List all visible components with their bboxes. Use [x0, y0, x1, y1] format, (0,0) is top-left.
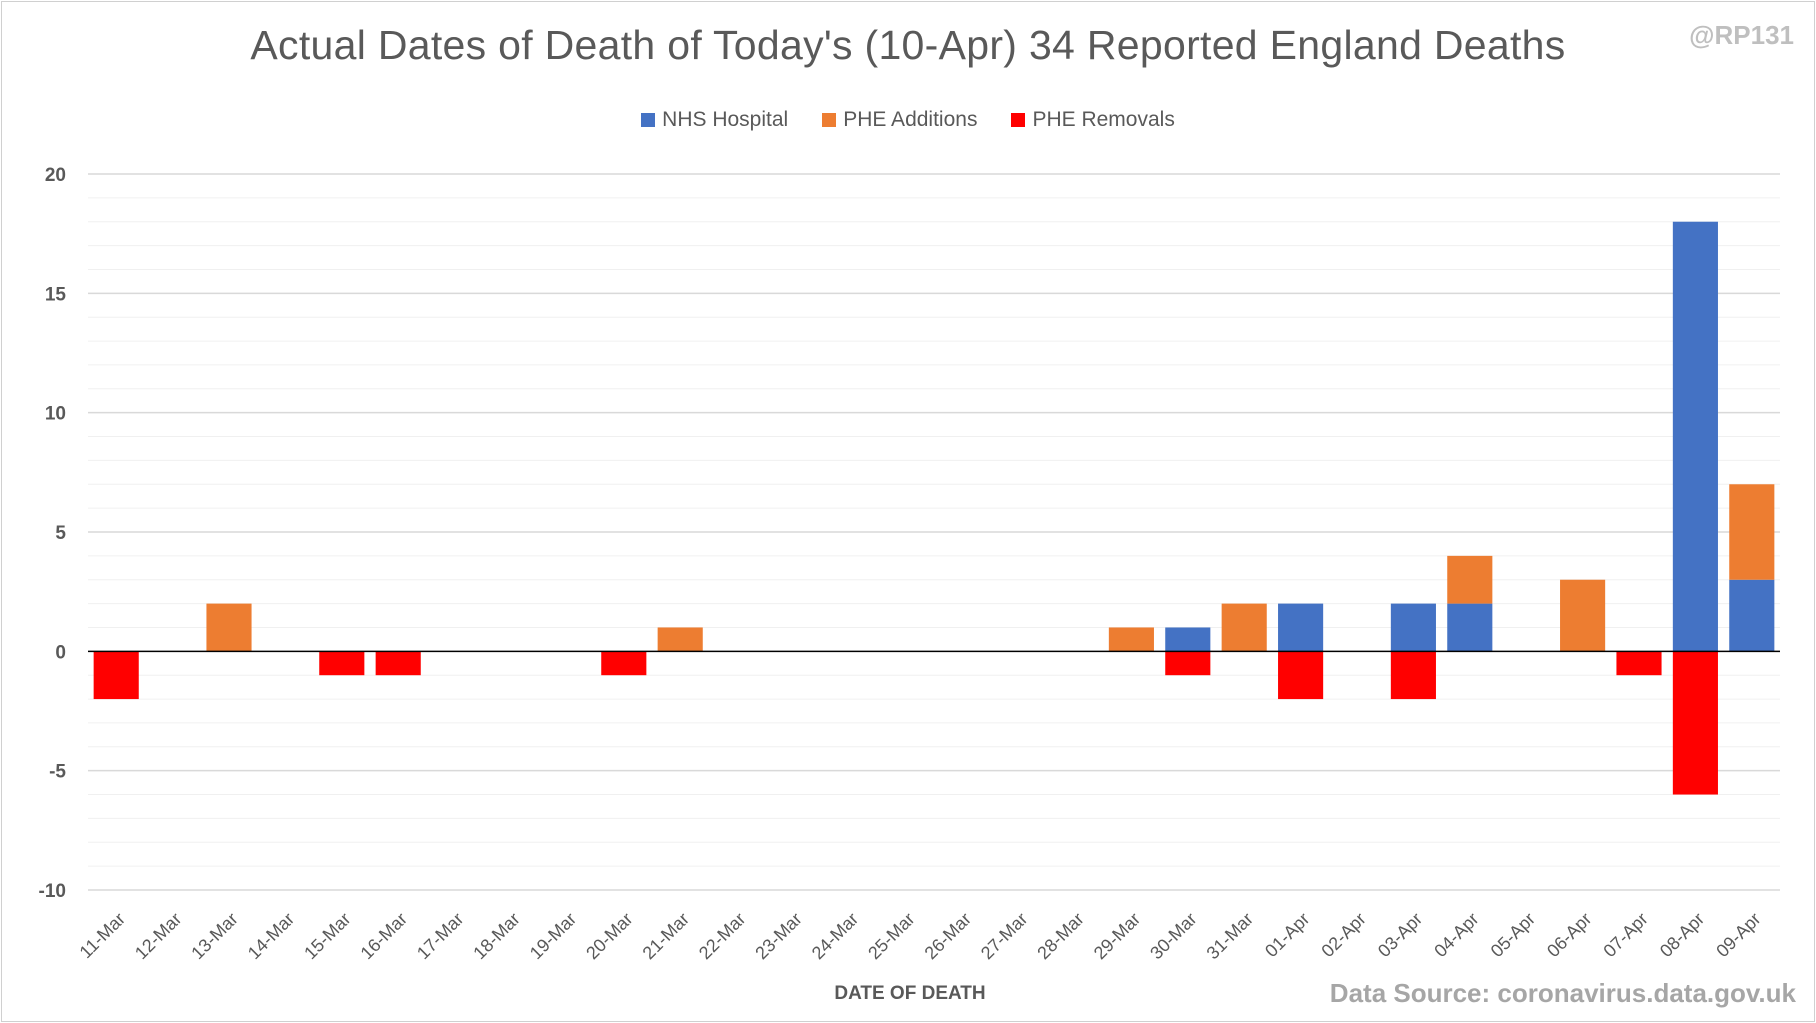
y-tick-label: 0 [55, 642, 66, 663]
x-tick-label: 05-Apr [1487, 909, 1539, 961]
bar-phe-additions-31-mar [1221, 603, 1267, 652]
x-tick-label: 29-Mar [1090, 909, 1144, 963]
legend: NHS Hospital PHE Additions PHE Removals [0, 108, 1816, 132]
x-tick-label: 09-Apr [1712, 909, 1764, 961]
x-tick-label: 21-Mar [639, 909, 693, 963]
bar-phe-removals-16-mar [375, 651, 421, 676]
x-tick-label: 13-Mar [187, 909, 241, 963]
legend-swatch-nhs-hospital [641, 113, 656, 127]
bar-phe-removals-07-apr [1616, 651, 1662, 676]
bar-phe-removals-20-mar [601, 651, 647, 676]
legend-item-nhs-hospital: NHS Hospital [641, 108, 788, 132]
bar-phe-removals-01-apr [1278, 651, 1324, 700]
legend-item-phe-removals: PHE Removals [1011, 108, 1175, 132]
x-tick-label: 14-Mar [244, 909, 298, 963]
x-tick-label: 20-Mar [582, 909, 636, 963]
y-tick-label: -10 [39, 881, 66, 902]
x-tick-label: 22-Mar [695, 909, 749, 963]
x-tick-label: 27-Mar [977, 909, 1031, 963]
bar-phe-additions-04-apr [1447, 555, 1493, 604]
bar-nhs-hospital-30-mar [1165, 627, 1211, 652]
legend-item-phe-additions: PHE Additions [822, 108, 977, 132]
legend-label-nhs-hospital: NHS Hospital [662, 108, 789, 131]
bar-phe-removals-03-apr [1390, 651, 1436, 700]
x-tick-label: 25-Mar [864, 909, 918, 963]
x-tick-label: 04-Apr [1430, 909, 1482, 961]
y-tick-label: 20 [45, 165, 66, 186]
bar-phe-additions-09-apr [1729, 484, 1775, 580]
y-tick-label: -5 [49, 762, 66, 783]
bar-phe-removals-15-mar [319, 651, 365, 676]
bar-phe-removals-30-mar [1165, 651, 1211, 676]
x-tick-label: 19-Mar [526, 909, 580, 963]
y-tick-label: 10 [45, 404, 66, 425]
watermark: @RP131 [1689, 20, 1794, 50]
x-tick-label: 02-Apr [1317, 909, 1369, 961]
y-tick-label: 5 [55, 523, 66, 544]
legend-label-phe-additions: PHE Additions [843, 108, 978, 131]
x-tick-label: 06-Apr [1543, 909, 1595, 961]
chart-title: Actual Dates of Death of Today's (10-Apr… [250, 22, 1566, 68]
bar-phe-additions-29-mar [1108, 627, 1154, 652]
x-tick-label: 12-Mar [131, 909, 185, 963]
legend-swatch-phe-removals [1011, 113, 1026, 127]
x-tick-label: 31-Mar [1203, 909, 1257, 963]
x-tick-label: 08-Apr [1656, 909, 1708, 961]
x-tick-label: 03-Apr [1374, 909, 1426, 961]
y-tick-label: 15 [45, 284, 67, 305]
x-tick-label: 15-Mar [300, 909, 354, 963]
data-source-note: Data Source: coronavirus.data.gov.uk [1329, 978, 1796, 1008]
x-tick-label: 18-Mar [469, 909, 523, 963]
x-tick-label: 23-Mar [751, 909, 805, 963]
bar-nhs-hospital-09-apr [1729, 579, 1775, 652]
bar-phe-additions-21-mar [657, 627, 703, 652]
x-tick-label: 01-Apr [1261, 909, 1313, 961]
x-axis-title: DATE OF DEATH [834, 983, 985, 1004]
legend-label-phe-removals: PHE Removals [1032, 108, 1175, 131]
x-tick-label: 11-Mar [76, 909, 130, 963]
bar-phe-additions-06-apr [1560, 579, 1606, 652]
bar-nhs-hospital-08-apr [1672, 221, 1718, 652]
x-tick-label: 17-Mar [413, 909, 467, 963]
legend-swatch-phe-additions [822, 113, 837, 127]
bar-phe-additions-13-mar [206, 603, 252, 652]
bar-phe-removals-11-mar [93, 651, 139, 700]
x-tick-label: 30-Mar [1146, 909, 1200, 963]
bar-nhs-hospital-04-apr [1447, 603, 1493, 652]
bar-nhs-hospital-01-apr [1278, 603, 1324, 652]
x-tick-label: 07-Apr [1599, 909, 1651, 961]
x-tick-label: 16-Mar [357, 909, 411, 963]
x-tick-label: 26-Mar [921, 909, 975, 963]
x-tick-label: 28-Mar [1033, 909, 1087, 963]
bar-phe-removals-08-apr [1672, 651, 1718, 795]
x-tick-label: 24-Mar [808, 909, 862, 963]
bar-nhs-hospital-03-apr [1390, 603, 1436, 652]
